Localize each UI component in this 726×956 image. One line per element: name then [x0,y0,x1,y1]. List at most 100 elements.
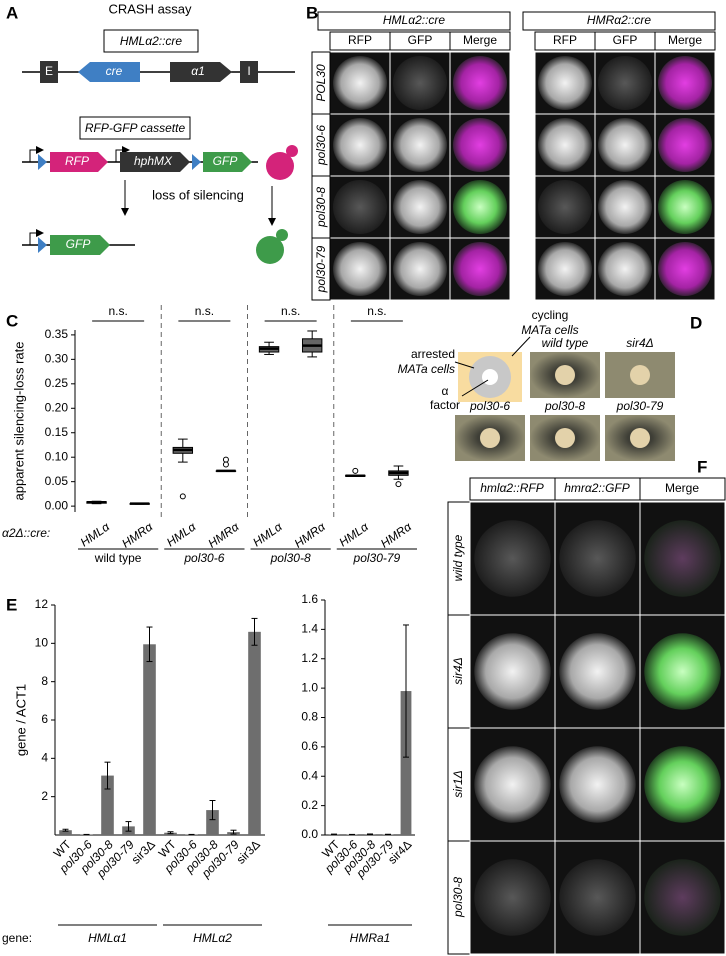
colony [658,180,712,234]
colony [393,56,447,110]
loxp [192,154,201,170]
outlier [352,467,359,474]
strain-label: sir4Δ [451,657,465,684]
y-tick-label: 10 [35,636,49,650]
colony [598,180,652,234]
strain-label: pol30-8 [544,399,585,413]
y-tick-label: 0.30 [45,352,69,366]
group-label: HMRa1 [350,931,391,945]
strain-label: POL30 [314,64,328,102]
y-tick-label: 0.0 [301,827,318,841]
cassette-label: RFP-GFP cassette [85,121,186,135]
header-box [317,11,511,31]
y-tick-label: 0.05 [45,474,69,488]
outlier [222,461,229,468]
channel-header: Merge [668,33,702,47]
colony [538,180,592,234]
y-tick-label: 0.00 [45,498,69,512]
y-tick-label: 0.25 [45,376,69,390]
colony [658,56,712,110]
promoter [115,146,130,162]
colony [333,56,387,110]
schematic-label: MATa cells [398,362,455,376]
label-box [103,29,199,53]
colony [333,180,387,234]
colony [644,633,721,710]
x-tick-label: sir3Δ [129,837,158,866]
panel-a: A CRASH assay HMLα2::cre E cre α1 I RFP-… [6,1,298,264]
strain-label: pol30-79 [314,245,328,293]
colony [644,746,721,823]
colony [393,118,447,172]
bar [101,775,114,835]
element-label: I [247,64,250,78]
y-tick-label: 0.8 [301,710,318,724]
strain-label: pol30-79 [616,399,664,413]
promoter [29,229,44,245]
schematic-label: factor [430,398,460,412]
strain-label: sir1Δ [451,770,465,797]
silencer [240,61,258,83]
annotation: n.s. [195,304,214,318]
channel-header: Merge [665,481,699,495]
gene-label: GFP [213,154,238,168]
colony [393,180,447,234]
strain-label: wild type [451,534,465,581]
label-box [79,116,191,140]
outlier [395,481,402,488]
channel-header: hmlα2::RFP [480,481,544,495]
schematic-label: cycling [532,308,569,322]
filter-disk [480,428,500,448]
leader [454,361,475,369]
y-tick-label: 0.10 [45,449,69,463]
silencer [40,61,58,83]
header-box [449,31,511,51]
colony [474,746,551,823]
channel-header: hmrα2::GFP [564,481,630,495]
colony [559,633,636,710]
bar [143,644,156,835]
strain-label: pol30-8 [451,877,465,918]
colony [474,859,551,936]
schematic-label: α [442,384,449,398]
row-box [311,237,331,301]
x-tick-label: HMRα [292,519,329,551]
a1-gene [170,62,232,82]
colony [393,242,447,296]
filter-disk [555,365,575,385]
loxp [38,154,47,170]
filter-disk [630,365,650,385]
x-tick-label: sir3Δ [234,837,263,866]
channel-header: GFP [613,33,638,47]
element-label: α1 [191,64,205,78]
cell-bud [286,145,298,157]
colony [538,118,592,172]
colony [559,520,636,597]
colony [453,118,507,172]
colony [559,746,636,823]
y-tick-label: 6 [41,712,48,726]
y-tick-label: 2 [41,789,48,803]
colony [644,520,721,597]
y-tick-label: 12 [35,597,49,611]
group-label: pol30-8 [270,551,311,565]
outlier [179,493,186,500]
channel-header: RFP [553,33,577,47]
schematic-label: MATa cells [521,323,578,337]
element-label: cre [106,64,123,78]
colony [333,242,387,296]
cell [266,152,294,180]
colony [453,56,507,110]
reporter-label: HMLα2::cre [120,34,183,48]
group-label: pol30-6 [183,551,224,565]
bar [206,810,219,835]
x-tick-label: HMRα [205,519,242,551]
panel-d: cycling MATa cells arrested MATa cells α… [398,308,579,412]
assay-title: CRASH assay [108,1,192,16]
filter-disk [630,428,650,448]
colony [453,180,507,234]
y-tick-label: 8 [41,674,48,688]
colony [559,859,636,936]
group-label: HMLα1 [88,931,127,945]
